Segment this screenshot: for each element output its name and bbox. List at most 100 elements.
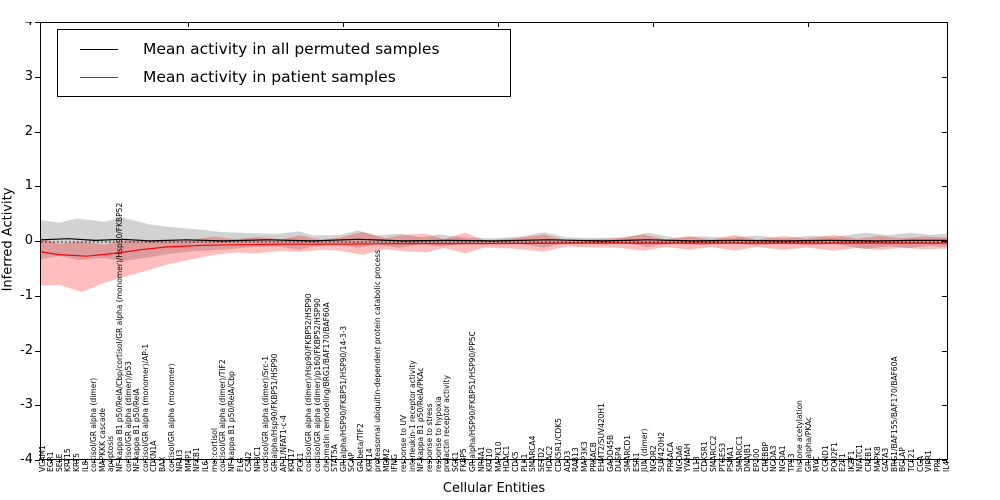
x-tick-label: NCOR2 — [648, 445, 658, 472]
x-tick-mark — [489, 460, 491, 463]
x-tick-mark — [765, 460, 767, 463]
x-tick-mark — [593, 460, 594, 463]
y-tick-mark-right — [942, 350, 947, 352]
x-tick-label: IKZF1 — [846, 450, 856, 472]
x-tick-mark — [902, 460, 904, 463]
x-tick-mark — [567, 460, 569, 463]
x-tick-label: NR4A1 — [476, 446, 486, 473]
x-tick-mark — [110, 460, 112, 463]
y-tick-label: 3 — [24, 68, 33, 84]
x-tick-mark — [42, 460, 43, 463]
x-axis-label: Cellular Entities — [442, 481, 546, 496]
x-tick-mark — [102, 460, 104, 463]
x-tick-mark — [610, 460, 612, 463]
x-tick-label: NF kappa B1 p50/RelA — [132, 388, 142, 472]
x-tick-mark — [584, 460, 586, 463]
x-tick-label: HDAC2 — [545, 445, 555, 472]
x-tick-mark — [618, 460, 620, 463]
x-tick-label: CDKN1A — [149, 440, 159, 472]
x-tick-label: CDK5R1 — [700, 441, 710, 472]
permuted-line-sample — [80, 48, 118, 50]
x-tick-mark — [326, 460, 328, 463]
x-tick-label: response to UV — [399, 415, 409, 472]
x-tick-mark — [145, 460, 147, 463]
x-tick-label: GADD45B — [605, 434, 615, 472]
x-tick-mark — [463, 460, 465, 463]
x-tick-mark — [128, 460, 130, 463]
y-tick-label: 1 — [24, 178, 33, 194]
x-tick-label: MAPK8 — [872, 446, 882, 472]
x-tick-label: CDK5 — [511, 451, 521, 472]
x-tick-label: cortisol/GR alpha (monomer)/AP-1 — [140, 343, 150, 472]
y-tick-mark-right — [942, 241, 947, 242]
y-tick-mark — [35, 460, 40, 461]
x-tick-mark — [928, 460, 930, 463]
x-tick-mark — [283, 460, 285, 463]
x-tick-mark — [153, 460, 155, 463]
y-tick-mark — [35, 22, 40, 23]
x-tick-mark — [756, 460, 758, 463]
y-tick-mark-right — [942, 405, 947, 407]
x-tick-label: IL6 — [201, 460, 211, 472]
x-tick-label: IL8 — [80, 460, 90, 472]
x-tick-label: MAP3K3 — [579, 441, 589, 472]
x-tick-mark — [274, 460, 276, 463]
x-tick-label: GATA3 — [881, 447, 891, 472]
x-tick-mark — [627, 460, 629, 463]
x-tick-mark — [506, 460, 508, 463]
x-tick-mark — [360, 460, 362, 463]
band — [41, 217, 947, 262]
x-tick-label: SMARCC1 — [734, 435, 744, 472]
x-tick-mark — [911, 460, 913, 463]
x-tick-label: NCOA6 — [674, 445, 684, 472]
x-tick-label: MDM2 — [381, 448, 391, 473]
x-tick-label: apoptosis — [106, 435, 116, 472]
x-tick-mark — [179, 460, 181, 463]
x-tick-mark — [885, 460, 887, 463]
x-tick-mark — [773, 460, 775, 463]
x-tick-mark — [119, 460, 121, 463]
x-tick-mark — [739, 460, 741, 463]
x-tick-mark — [799, 460, 801, 463]
x-tick-mark — [937, 460, 939, 463]
x-tick-label: HDAC1 — [502, 445, 512, 472]
x-tick-mark — [575, 460, 577, 463]
x-tick-mark — [747, 460, 749, 463]
x-tick-label: AP-1/NFAT1-c-4 — [278, 415, 288, 472]
x-tick-mark — [816, 460, 818, 463]
x-tick-mark — [670, 460, 672, 463]
x-tick-mark — [59, 460, 61, 463]
x-tick-label: CDK5R1/CDK5 — [554, 418, 564, 472]
x-tick-mark — [791, 460, 793, 463]
y-tick-mark-right — [942, 186, 947, 188]
x-tick-mark — [412, 460, 414, 463]
x-tick-label: NCOA1 — [777, 445, 787, 472]
x-tick-mark — [808, 460, 810, 463]
x-tick-label: MAPK10 — [493, 441, 503, 472]
x-tick-label: DNAJB1 — [743, 443, 753, 472]
x-tick-mark — [351, 460, 353, 463]
x-tick-label: E2F1 — [838, 453, 848, 472]
x-tick-label: BGLAP — [898, 447, 908, 472]
x-tick-mark — [248, 460, 250, 463]
y-tick-mark — [35, 241, 40, 242]
x-tick-label: KRT5 — [71, 453, 81, 472]
plot-canvas — [41, 217, 947, 293]
x-tick-mark-top — [188, 23, 190, 27]
y-tick-label: 0 — [24, 233, 33, 248]
x-tick-mark — [214, 460, 216, 463]
x-tick-mark — [515, 460, 517, 463]
x-tick-mark — [317, 460, 319, 463]
x-tick-label: FKBP5 — [459, 448, 469, 472]
x-tick-mark — [558, 460, 560, 463]
y-tick-mark-right — [942, 76, 947, 78]
x-tick-label: PCK1 — [295, 452, 305, 472]
x-tick-label: NF kappa B1 p50/RelA/Cbp — [226, 371, 236, 472]
x-tick-mark — [188, 460, 190, 463]
legend-label-patient: Mean activity in patient samples — [143, 68, 396, 86]
x-tick-label: SCAP — [347, 452, 357, 472]
x-tick-mark — [136, 460, 138, 463]
x-tick-label: response to stress — [424, 403, 434, 472]
x-tick-mark — [429, 460, 431, 463]
